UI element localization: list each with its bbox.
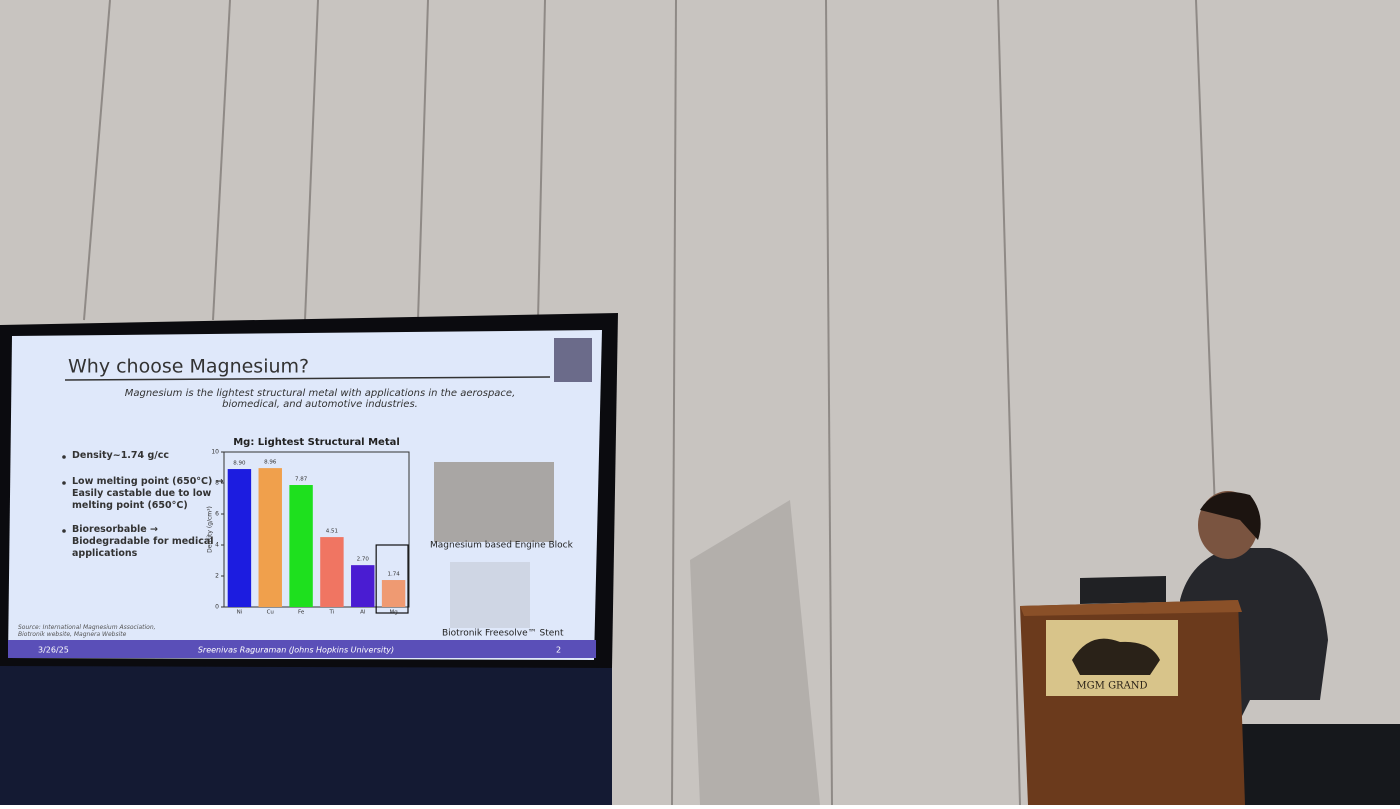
subtitle-box: Magnesium is the lightest structural met…	[124, 388, 516, 410]
bullet-text: Density~1.74 g/cc	[72, 450, 169, 461]
table	[1226, 724, 1400, 805]
bar	[351, 565, 375, 607]
y-tick-label: 4	[215, 542, 219, 549]
bullet-box: Bioresorbable → Biodegradable for medica…	[72, 524, 214, 559]
chart-title: Mg: Lightest Structural Metal	[233, 437, 400, 448]
slide-footer-bar	[8, 640, 596, 658]
stent-image	[450, 562, 530, 628]
bullets: Density~1.74 g/cc Low melting point (650°…	[62, 450, 224, 559]
person-hair	[1200, 492, 1261, 540]
title-rule	[64, 376, 551, 381]
plot-frame	[223, 451, 410, 608]
footer-date: 3/26/25	[38, 646, 69, 655]
caption: Magnesium based Engine Block	[430, 541, 574, 551]
bullet-text: Bioresorbable → Biodegradable for medica…	[72, 524, 214, 559]
curtain	[0, 662, 612, 805]
y-tick-label: 2	[215, 573, 219, 580]
x-tick-label: Al	[360, 610, 366, 616]
x-tick-label: Ni	[237, 610, 243, 616]
value-label: 8.90	[233, 461, 246, 467]
footer-author: Sreenivas Raguraman (Johns Hopkins Unive…	[198, 646, 394, 655]
source-box: Source: International Magnesium Associat…	[18, 624, 156, 638]
value-label: 4.51	[326, 529, 338, 535]
bullet-text: Low melting point (650°C) → Easily casta…	[72, 476, 224, 511]
logo	[554, 338, 592, 382]
y-tick-label: 0	[215, 604, 219, 611]
highlight-box	[375, 544, 409, 614]
bar	[320, 537, 344, 607]
bullet-dot	[62, 529, 66, 533]
chart: Mg: Lightest Structural Metal Density (g/…	[207, 437, 410, 616]
y-axis-label: Density (g/cm³)	[207, 506, 214, 553]
bullet-dot	[62, 481, 66, 485]
slide-title: Why choose Magnesium?	[68, 356, 309, 378]
bullet-box: Low melting point (650°C) → Easily casta…	[72, 476, 224, 511]
bar	[227, 469, 252, 607]
source: Source: International Magnesium Associat…	[18, 624, 156, 638]
y-tick-label: 8	[215, 480, 219, 487]
y-tick-label: 6	[215, 511, 219, 518]
y-tick-label: 10	[211, 449, 219, 456]
lion	[1072, 638, 1160, 675]
engine-image	[434, 462, 554, 542]
x-tick-label: Ti	[329, 610, 335, 616]
value-label: 1.74	[387, 572, 400, 578]
shadow	[690, 500, 820, 805]
x-tick-label: Cu	[267, 610, 274, 616]
laptop	[1080, 576, 1166, 604]
value-label: 7.87	[295, 477, 308, 483]
footer-page: 2	[556, 646, 561, 655]
bar	[289, 485, 313, 607]
bar	[258, 468, 282, 607]
bullet-box: Density~1.74 g/cc	[72, 450, 169, 461]
slide-subtitle: Magnesium is the lightest structural met…	[124, 388, 516, 410]
bar	[381, 580, 406, 607]
podium-top	[1020, 600, 1242, 616]
bullet-dot	[62, 455, 66, 459]
value-label: 2.70	[357, 557, 370, 563]
value-label: 8.96	[264, 460, 277, 466]
podium-sign: MGM GRAND	[1076, 681, 1147, 692]
caption: Biotronik Freesolve™ Stent	[442, 629, 564, 639]
x-tick-label: Fe	[298, 610, 305, 616]
